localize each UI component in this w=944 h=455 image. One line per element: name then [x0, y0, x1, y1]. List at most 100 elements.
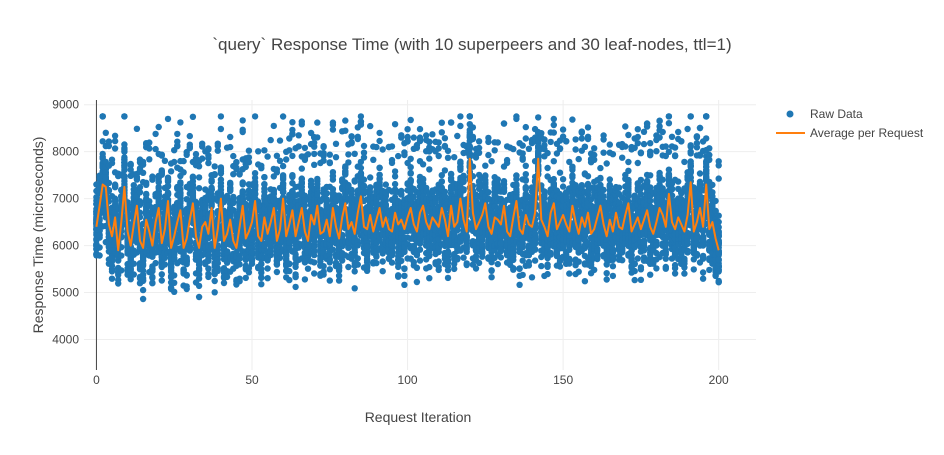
raw-data-point [376, 165, 382, 171]
raw-data-point [255, 148, 261, 154]
raw-data-point [143, 182, 149, 188]
raw-data-point [184, 257, 190, 263]
raw-data-point [289, 131, 295, 137]
raw-data-point [215, 250, 221, 256]
raw-data-point [215, 265, 221, 271]
raw-data-point [280, 174, 286, 180]
raw-data-point [134, 126, 140, 132]
raw-data-point [112, 181, 118, 187]
raw-data-point [314, 181, 320, 187]
raw-data-point [426, 264, 432, 270]
raw-data-point [258, 163, 264, 169]
raw-data-point [311, 252, 317, 258]
raw-data-point [184, 283, 190, 289]
raw-data-point [109, 157, 115, 163]
raw-data-point [112, 145, 118, 151]
raw-data-point [205, 271, 211, 277]
raw-data-point [417, 137, 423, 143]
raw-data-point [445, 148, 451, 154]
raw-data-point [236, 261, 242, 267]
raw-data-point [408, 117, 414, 123]
raw-data-point [429, 131, 435, 137]
raw-data-point [352, 151, 358, 157]
raw-data-point [460, 186, 466, 192]
raw-data-point [212, 172, 218, 178]
raw-data-point [457, 164, 463, 170]
raw-data-point [140, 159, 146, 165]
raw-data-point [314, 119, 320, 125]
raw-data-point [330, 122, 336, 128]
raw-data-point [240, 179, 246, 185]
raw-data-point [398, 132, 404, 138]
raw-data-point [311, 162, 317, 168]
raw-data-point [445, 250, 451, 256]
raw-data-point [274, 261, 280, 267]
raw-data-point [333, 154, 339, 160]
raw-data-point [417, 257, 423, 263]
raw-data-point [376, 172, 382, 178]
raw-data-point [177, 119, 183, 125]
raw-data-point [395, 264, 401, 270]
raw-data-point [190, 114, 196, 120]
raw-data-point [159, 277, 165, 283]
raw-data-point [264, 275, 270, 281]
raw-data-point [311, 151, 317, 157]
raw-data-point [476, 138, 482, 144]
raw-data-point [280, 180, 286, 186]
raw-data-point [358, 165, 364, 171]
raw-data-point [361, 154, 367, 160]
raw-data-point [380, 146, 386, 152]
raw-data-point [252, 113, 258, 119]
raw-data-point [355, 136, 361, 142]
raw-data-point [137, 199, 143, 205]
raw-data-point [327, 277, 333, 283]
raw-data-point [439, 120, 445, 126]
raw-data-point [118, 267, 124, 273]
raw-data-point [457, 113, 463, 119]
raw-data-point [355, 255, 361, 261]
raw-data-point [100, 113, 106, 119]
raw-data-point [140, 170, 146, 176]
raw-data-point [184, 272, 190, 278]
raw-data-point [327, 257, 333, 263]
raw-data-point [118, 252, 124, 258]
raw-data-point [286, 147, 292, 153]
raw-data-point [156, 179, 162, 185]
raw-data-point [336, 265, 342, 271]
raw-data-point [190, 174, 196, 180]
raw-data-point [240, 129, 246, 135]
raw-data-point [392, 121, 398, 127]
raw-data-point [177, 180, 183, 186]
raw-data-point [476, 260, 482, 266]
raw-data-point [420, 161, 426, 167]
raw-data-point [305, 266, 311, 272]
raw-data-point [140, 267, 146, 273]
raw-data-point [442, 167, 448, 173]
raw-data-point [199, 155, 205, 161]
raw-data-point [180, 158, 186, 164]
raw-data-point [149, 177, 155, 183]
raw-data-point [268, 248, 274, 254]
raw-data-point [140, 296, 146, 302]
raw-data-point [174, 131, 180, 137]
raw-data-point [196, 259, 202, 265]
raw-data-point [243, 275, 249, 281]
raw-data-point [233, 165, 239, 171]
raw-data-point [417, 247, 423, 253]
raw-data-point [274, 169, 280, 175]
raw-data-point [370, 157, 376, 163]
raw-data-point [112, 138, 118, 144]
raw-data-point [227, 187, 233, 193]
raw-data-point [436, 153, 442, 159]
raw-data-point [454, 256, 460, 262]
raw-data-point [330, 173, 336, 179]
raw-data-point [392, 168, 398, 174]
raw-data-point [146, 156, 152, 162]
x-tick-label: 50 [245, 373, 259, 387]
y-tick-label: 8000 [52, 145, 79, 159]
raw-data-point [100, 151, 106, 157]
raw-data-point [327, 266, 333, 272]
raw-data-point [121, 157, 127, 163]
raw-data-point [311, 270, 317, 276]
raw-data-point [268, 242, 274, 248]
